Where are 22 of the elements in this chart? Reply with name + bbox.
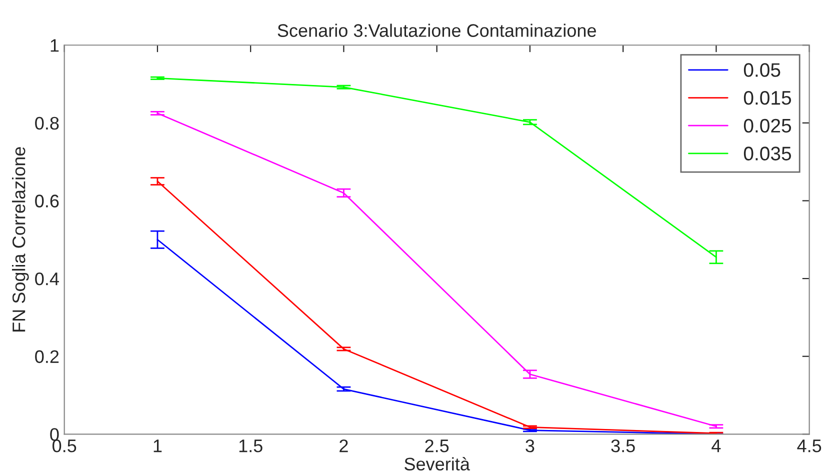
x-tick-label: 4.5 [797, 440, 822, 452]
y-tick-label: 0.8 [35, 116, 59, 130]
y-tick-label: 0 [50, 428, 59, 441]
x-axis-title: Severità [404, 457, 470, 470]
chart-title: Scenario 3:Valutazione Contaminazione [278, 24, 596, 37]
x-tick-label: 3.5 [611, 439, 635, 452]
legend-label: 0.015 [744, 90, 792, 105]
legend-label: 0.035 [744, 146, 792, 160]
x-tick-label: 3 [526, 439, 534, 452]
y-tick-label: 0.4 [35, 272, 59, 286]
x-tick-label: 1.5 [239, 440, 262, 452]
y-tick-label: 1 [50, 39, 59, 52]
x-tick-label: 1 [154, 440, 162, 452]
legend-label: 0.025 [744, 118, 792, 133]
x-tick-label: 4 [712, 440, 721, 452]
y-tick-label: 0.2 [35, 350, 59, 364]
legend-label: 0.05 [744, 63, 780, 77]
y-tick-label: 0.6 [35, 194, 59, 208]
x-tick-label: 0.5 [52, 439, 76, 452]
y-axis-title: FN Soglia Correlazione [12, 147, 29, 332]
x-tick-label: 2.5 [425, 439, 449, 452]
x-tick-label: 2 [340, 439, 348, 452]
